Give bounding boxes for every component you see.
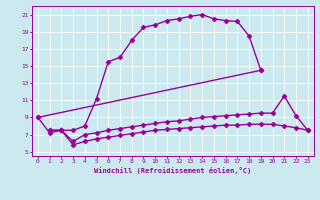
X-axis label: Windchill (Refroidissement éolien,°C): Windchill (Refroidissement éolien,°C) (94, 167, 252, 174)
